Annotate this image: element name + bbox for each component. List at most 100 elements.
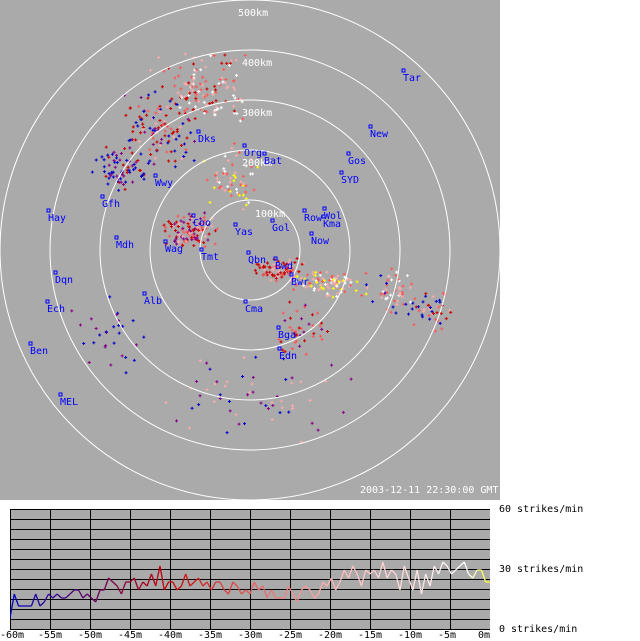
- strike-mark: [149, 152, 153, 156]
- strike-mark: [398, 287, 402, 291]
- strike-mark: [237, 193, 241, 197]
- rate-segment: [180, 573, 187, 587]
- strike-mark: [178, 221, 182, 225]
- strike-mark: [232, 142, 236, 146]
- x-label: -15m: [358, 630, 383, 641]
- strike-mark: [421, 300, 425, 304]
- strike-mark: [215, 227, 219, 231]
- strike-mark: [148, 159, 152, 163]
- strike-mark: [215, 171, 219, 175]
- location-label: Tar: [403, 73, 421, 84]
- rate-segment: [90, 597, 97, 603]
- strike-mark: [318, 324, 322, 328]
- strike-mark: [170, 131, 174, 135]
- strike-mark: [431, 295, 435, 299]
- strike-mark: [303, 339, 307, 343]
- strike-mark: [190, 217, 194, 221]
- rate-segment: [129, 577, 135, 583]
- strike-mark: [281, 261, 285, 265]
- rate-segment: [292, 593, 298, 603]
- strike-mark: [137, 140, 141, 144]
- strike-mark: [237, 422, 241, 426]
- ring-labels: 100km 200km 300km 400km 500km: [238, 8, 285, 220]
- strike-mark: [314, 279, 318, 283]
- strike-mark: [198, 222, 202, 226]
- strike-mark: [90, 170, 94, 174]
- rate-segment: [382, 561, 388, 579]
- strike-mark: [173, 222, 177, 226]
- location-marker-icon: [289, 272, 294, 277]
- location-label: Edn: [279, 351, 297, 362]
- strike-mark: [119, 152, 123, 156]
- range-ring-300km: [99, 99, 401, 401]
- location-gfh: Gfh: [100, 194, 120, 210]
- rate-segment: [437, 561, 444, 575]
- strike-mark: [253, 268, 257, 272]
- location-marker-icon: [45, 299, 50, 304]
- strike-mark: [162, 69, 166, 73]
- ring-label-400km: 400km: [242, 58, 272, 69]
- x-label: -10m: [398, 630, 423, 641]
- strike-mark: [364, 283, 368, 287]
- strike-mark: [246, 393, 250, 397]
- rate-segment: [450, 569, 457, 575]
- strike-mark: [286, 269, 290, 273]
- strike-mark: [210, 101, 214, 105]
- strike-mark: [286, 266, 290, 270]
- strike-mark: [127, 168, 131, 172]
- rate-segment: [163, 581, 170, 591]
- strike-mark: [193, 227, 197, 231]
- strike-mark: [238, 150, 242, 154]
- strike-mark: [151, 143, 155, 147]
- strike-mark: [117, 188, 121, 192]
- strike-mark: [395, 270, 399, 274]
- strike-mark: [130, 164, 134, 168]
- y-label-0: 0 strikes/min: [499, 624, 578, 635]
- y-label-60: 60 strikes/min: [499, 504, 584, 515]
- rate-segment: [356, 573, 363, 587]
- strike-mark: [448, 308, 452, 312]
- strike-mark: [291, 268, 295, 272]
- rate-segment: [446, 565, 453, 575]
- strike-mark: [156, 126, 160, 130]
- strike-rate-segments: [9, 561, 490, 619]
- strike-mark: [269, 272, 273, 276]
- location-label: Wwy: [155, 178, 173, 189]
- strike-mark: [249, 158, 253, 162]
- strike-mark: [128, 106, 132, 110]
- rate-segment: [412, 569, 418, 591]
- strike-mark: [290, 376, 294, 380]
- strike-mark: [209, 54, 213, 58]
- location-marker-icon: [262, 151, 267, 156]
- rate-segment: [39, 601, 45, 607]
- strike-mark: [389, 310, 393, 314]
- strike-mark: [232, 85, 236, 89]
- rate-segment: [377, 561, 384, 579]
- strike-mark: [417, 309, 421, 313]
- strike-mark: [223, 169, 227, 173]
- strike-mark: [337, 279, 341, 283]
- strike-mark: [151, 116, 155, 120]
- strike-mark: [295, 333, 299, 337]
- rate-segment: [108, 577, 114, 583]
- strike-mark: [202, 241, 206, 245]
- strike-mark: [185, 107, 189, 111]
- location-syd: SYD: [339, 170, 359, 186]
- strike-mark: [266, 407, 270, 411]
- x-label: -5m: [438, 630, 457, 641]
- strike-mark: [228, 189, 232, 193]
- rate-segment: [480, 569, 487, 583]
- location-cma: Cma: [243, 299, 263, 315]
- strike-mark: [264, 404, 268, 408]
- strike-mark: [299, 317, 303, 321]
- strike-mark: [242, 356, 246, 360]
- strike-mark: [218, 397, 222, 401]
- rate-segment: [245, 589, 251, 595]
- strike-mark: [172, 135, 176, 139]
- strike-mark: [319, 283, 323, 287]
- strike-mark: [257, 263, 261, 267]
- strike-mark: [218, 83, 222, 87]
- strike-mark: [394, 311, 398, 315]
- rate-segment: [48, 593, 54, 599]
- strike-mark: [200, 58, 204, 62]
